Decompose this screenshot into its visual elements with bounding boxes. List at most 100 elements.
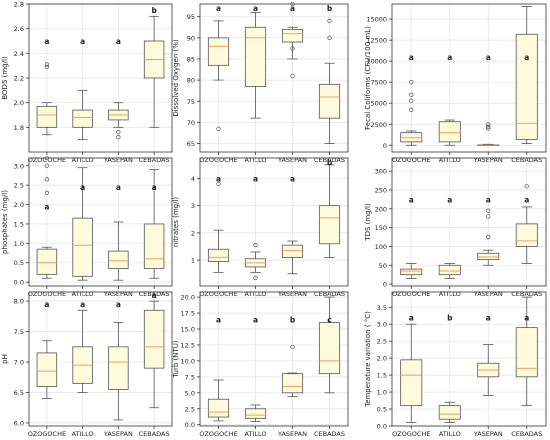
y-tick-label: 1.0 bbox=[377, 389, 387, 397]
y-tick-label: 10000 bbox=[366, 58, 387, 66]
box-atillo: a bbox=[72, 300, 93, 393]
outlier-point bbox=[486, 214, 491, 219]
x-tick-label: YASEPAN bbox=[473, 290, 503, 298]
iqr-box bbox=[281, 244, 304, 258]
significance-letter: a bbox=[253, 315, 258, 324]
y-tick-label: 3 bbox=[191, 202, 195, 210]
iqr-box bbox=[143, 309, 165, 369]
y-tick-label: 7500 bbox=[370, 79, 387, 87]
box-ozogoche: a bbox=[400, 53, 423, 146]
box-atillo: a bbox=[244, 4, 267, 119]
outlier-point bbox=[409, 80, 414, 85]
box-cebadas: a bbox=[515, 296, 538, 407]
box-ozogoche: a bbox=[36, 37, 58, 136]
iqr-box bbox=[515, 33, 538, 140]
significance-letter: a bbox=[152, 291, 157, 300]
y-tick-label: 1.8 bbox=[14, 124, 24, 132]
significance-letter: a bbox=[116, 183, 121, 192]
x-tick-label: ATILLO bbox=[245, 430, 267, 438]
outlier-point bbox=[327, 35, 332, 40]
iqr-box bbox=[207, 398, 230, 418]
box-yasepan: b bbox=[281, 315, 304, 398]
y-tick-label: 0.5 bbox=[14, 259, 24, 267]
x-tick-label: CEBADAS bbox=[139, 430, 170, 438]
y-tick-label: 17.5 bbox=[181, 310, 195, 318]
outlier-point bbox=[44, 62, 50, 67]
y-tick-label: 4 bbox=[191, 175, 195, 183]
iqr-box bbox=[281, 373, 304, 394]
significance-letter: a bbox=[253, 4, 258, 13]
y-axis-label: TDS (mg/l) bbox=[364, 203, 372, 242]
y-tick-label: 2.5 bbox=[14, 182, 24, 190]
y-tick-label: 0 bbox=[383, 142, 387, 150]
box-cebadas: b bbox=[318, 4, 341, 144]
outlier-point bbox=[44, 163, 50, 168]
box-cebadas: b bbox=[318, 158, 341, 258]
y-tick-label: 300 bbox=[375, 168, 387, 176]
iqr-box bbox=[438, 121, 461, 143]
plot-frame bbox=[391, 3, 547, 153]
y-tick-label: 80 bbox=[187, 77, 195, 85]
y-tick-label: 12.5 bbox=[181, 341, 195, 349]
y-tick-label: 2.0 bbox=[14, 201, 24, 209]
iqr-box bbox=[244, 408, 267, 419]
significance-letter: a bbox=[80, 183, 85, 192]
iqr-box bbox=[281, 28, 304, 43]
plot-frame bbox=[28, 291, 173, 427]
x-tick-label: YASEPAN bbox=[277, 290, 307, 298]
significance-letter: a bbox=[216, 174, 221, 183]
significance-letter: a bbox=[290, 174, 295, 183]
iqr-box bbox=[400, 268, 423, 276]
iqr-box bbox=[244, 26, 267, 87]
y-tick-label: 75 bbox=[187, 98, 195, 106]
box-atillo: b bbox=[438, 313, 461, 424]
y-tick-label: 3.0 bbox=[377, 321, 387, 329]
x-tick-label: YASEPAN bbox=[277, 430, 307, 438]
y-tick-label: 5.0 bbox=[185, 389, 195, 397]
y-tick-label: 50 bbox=[379, 262, 387, 270]
outlier-point bbox=[44, 155, 50, 161]
outlier-point bbox=[290, 344, 295, 350]
significance-letter: b bbox=[290, 315, 296, 324]
significance-letter: a bbox=[216, 315, 221, 324]
y-tick-label: 10.0 bbox=[181, 357, 195, 365]
y-axis-label: Turb (NTU) bbox=[172, 340, 180, 379]
box-atillo: a bbox=[244, 174, 267, 280]
box-atillo: a bbox=[244, 315, 267, 422]
outlier-point bbox=[409, 92, 414, 97]
significance-letter: a bbox=[409, 53, 414, 62]
outlier-point bbox=[116, 130, 121, 135]
y-tick-label: 3.0 bbox=[14, 162, 24, 170]
y-tick-label: 200 bbox=[375, 205, 387, 213]
y-tick-label: 6.5 bbox=[14, 389, 24, 397]
significance-letter: a bbox=[524, 195, 529, 204]
box-atillo: a bbox=[72, 167, 93, 281]
significance-letter: a bbox=[486, 313, 491, 322]
y-tick-label: 20.0 bbox=[181, 294, 195, 302]
y-tick-label: 5000 bbox=[370, 100, 387, 108]
iqr-box bbox=[72, 109, 93, 128]
significance-letter: a bbox=[116, 37, 121, 46]
y-tick-label: 7.0 bbox=[14, 359, 24, 367]
box-yasepan: a bbox=[477, 53, 500, 146]
iqr-box bbox=[477, 252, 500, 261]
box-yasepan: a bbox=[477, 195, 500, 266]
x-tick-label: YASEPAN bbox=[103, 430, 133, 438]
outlier-point bbox=[290, 46, 295, 51]
box-yasepan: a bbox=[108, 183, 129, 281]
y-tick-label: 2.5 bbox=[377, 338, 387, 346]
significance-letter: b bbox=[447, 313, 453, 322]
iqr-box bbox=[36, 105, 58, 128]
significance-letter: b bbox=[327, 158, 333, 167]
y-axis-label: phosphates (mg/l) bbox=[1, 190, 9, 254]
box-ozogoche: a bbox=[400, 195, 423, 279]
box-yasepan: a bbox=[281, 174, 304, 275]
outlier-point bbox=[486, 122, 491, 127]
iqr-box bbox=[438, 264, 461, 276]
y-tick-label: 1 bbox=[191, 257, 195, 265]
y-tick-label: 6.0 bbox=[14, 419, 24, 427]
y-tick-label: 8.0 bbox=[14, 298, 24, 306]
